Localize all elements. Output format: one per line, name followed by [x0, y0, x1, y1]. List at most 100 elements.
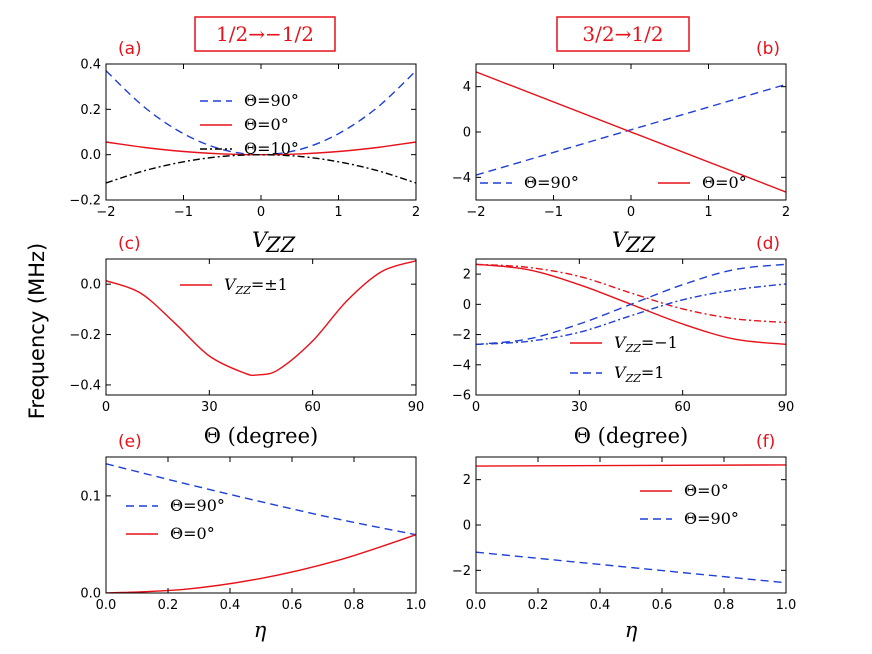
legend-label: Θ=0°: [170, 524, 215, 543]
y-tick-label: 0.0: [80, 278, 101, 293]
x-tick-label: 0.2: [158, 598, 179, 613]
series-line-black: [106, 153, 416, 184]
y-tick-label: 0.4: [80, 58, 101, 73]
legend-entry: Θ=0°: [658, 173, 747, 192]
legend-label: Θ=90°: [524, 173, 579, 192]
column-title-left: 1/2→−1/2: [216, 22, 314, 46]
y-tick-label: −4: [452, 171, 471, 186]
x-tick-label: 90: [408, 400, 425, 415]
legend-entry: VZZ=−1: [570, 333, 678, 355]
x-tick-label: −2: [96, 205, 115, 220]
panel-label: (b): [756, 39, 780, 59]
legend-label: Θ=0°: [702, 173, 747, 192]
legend-label: Θ=90°: [244, 91, 299, 110]
panel-e: (e) 0.0 0.2 0.4 0.6 0.8 1.0 0.0 0.1 Θ=90° Θ=0°: [80, 432, 426, 613]
series-group: [476, 263, 786, 346]
y-tick-label: −6: [452, 389, 471, 404]
x-tick-label: 0: [102, 400, 110, 415]
panel-c: (c) 0 30 60 90 −0.4 −0.2 0.0 VZZ=±1: [69, 234, 424, 415]
panel-label: (c): [118, 234, 141, 254]
panel-d: (d) 0 30 60 90 −6 −4 −2 0 2 VZZ=−1 VZZ=1: [452, 234, 794, 415]
series-line-blue-3: [476, 283, 786, 346]
legend-label: VZZ=±1: [224, 275, 288, 297]
x-tick-label: 0.4: [590, 598, 611, 613]
x-tick-label: 0.2: [528, 598, 549, 613]
x-tick-label: 30: [201, 400, 218, 415]
panel-a: (a) −2 −1 0 1 2 −0.2 0.0 0.2 0.4 Θ=90° Θ=0° Θ=10°: [69, 39, 420, 220]
x-axis-label-a: VZZ: [252, 228, 296, 257]
legend-entry: Θ=0°: [126, 524, 215, 543]
legend-entry: VZZ=±1: [180, 275, 288, 297]
x-tick-label: 0: [257, 205, 265, 220]
panel-label: (d): [756, 234, 780, 254]
x-tick-label: 2: [412, 205, 420, 220]
panel-label: (e): [118, 432, 142, 452]
legend-entry: Θ=90°: [126, 496, 225, 515]
legend-label: VZZ=−1: [614, 333, 678, 355]
x-axis-label-e: η: [254, 618, 267, 642]
x-tick-label: 0.4: [220, 598, 241, 613]
series-group: [106, 70, 416, 184]
legend-entry: Θ=90°: [640, 509, 739, 528]
legend-label: VZZ=1: [614, 363, 664, 385]
legend-entry: Θ=10°: [200, 139, 299, 158]
y-tick-label: 2: [463, 268, 471, 283]
legend-label: Θ=0°: [244, 115, 289, 134]
series-line-blue: [106, 70, 416, 156]
x-tick-label: −2: [466, 205, 485, 220]
svg-text:ZZ: ZZ: [265, 233, 296, 257]
y-tick-label: 0: [463, 126, 471, 141]
x-tick-label: 0.6: [282, 598, 303, 613]
y-axis-label: Frequency (MHz): [25, 243, 49, 419]
panel-label: (f): [756, 432, 775, 452]
y-tick-label: 0.0: [80, 148, 101, 163]
series-group: [106, 260, 416, 376]
x-axis-label-d: Θ (degree): [574, 424, 689, 448]
x-axis-label-f: η: [625, 618, 638, 642]
svg-text:V: V: [252, 228, 269, 252]
y-tick-label: −4: [452, 358, 471, 373]
y-tick-label: −0.4: [69, 378, 101, 393]
x-axis-label-c: Θ (degree): [204, 424, 319, 448]
x-tick-label: 0: [627, 205, 635, 220]
x-tick-label: 0.6: [652, 598, 673, 613]
column-title-right: 3/2→1/2: [582, 22, 663, 46]
x-tick-label: −1: [544, 205, 563, 220]
series-line-blue: [106, 463, 416, 536]
x-tick-label: 0.0: [96, 598, 117, 613]
svg-text:ZZ: ZZ: [625, 233, 656, 257]
legend-entry: Θ=90°: [200, 91, 299, 110]
legend-label: Θ=10°: [244, 139, 299, 158]
plot-frame: [105, 456, 417, 594]
legend-entry: Θ=90°: [480, 173, 579, 192]
x-tick-label: 60: [304, 400, 321, 415]
series-line-blue: [476, 83, 786, 176]
series-group: [106, 463, 416, 593]
x-axis-label-b: VZZ: [612, 228, 656, 257]
y-tick-label: −0.2: [69, 328, 101, 343]
series-line-red: [106, 141, 416, 156]
y-tick-label: 0: [463, 519, 471, 534]
legend-label: Θ=0°: [684, 481, 729, 500]
x-tick-label: 60: [674, 400, 691, 415]
x-tick-label: 1: [334, 205, 342, 220]
series-line-red-2: [476, 263, 786, 324]
x-tick-label: −1: [174, 205, 193, 220]
series-line-red: [106, 260, 416, 376]
x-tick-label: 1: [704, 205, 712, 220]
plot-frame: [475, 258, 787, 396]
series-line-blue: [476, 551, 786, 584]
series-line-blue: [476, 263, 786, 346]
series-group: [476, 464, 786, 584]
column-title-left-box: [194, 16, 336, 52]
panel-f: (f) 0.0 0.2 0.4 0.6 0.8 1.0 −2 0 2 Θ=0° Θ=90°: [452, 432, 797, 613]
series-line-red: [106, 534, 416, 593]
y-tick-label: 4: [463, 80, 471, 95]
y-tick-label: −0.2: [69, 194, 101, 209]
series-line-red: [476, 71, 786, 193]
x-tick-label: 90: [778, 400, 795, 415]
panel-label: (a): [118, 39, 142, 59]
plot-frame: [475, 456, 787, 594]
legend-entry: Θ=0°: [640, 481, 729, 500]
x-tick-label: 0: [472, 400, 480, 415]
